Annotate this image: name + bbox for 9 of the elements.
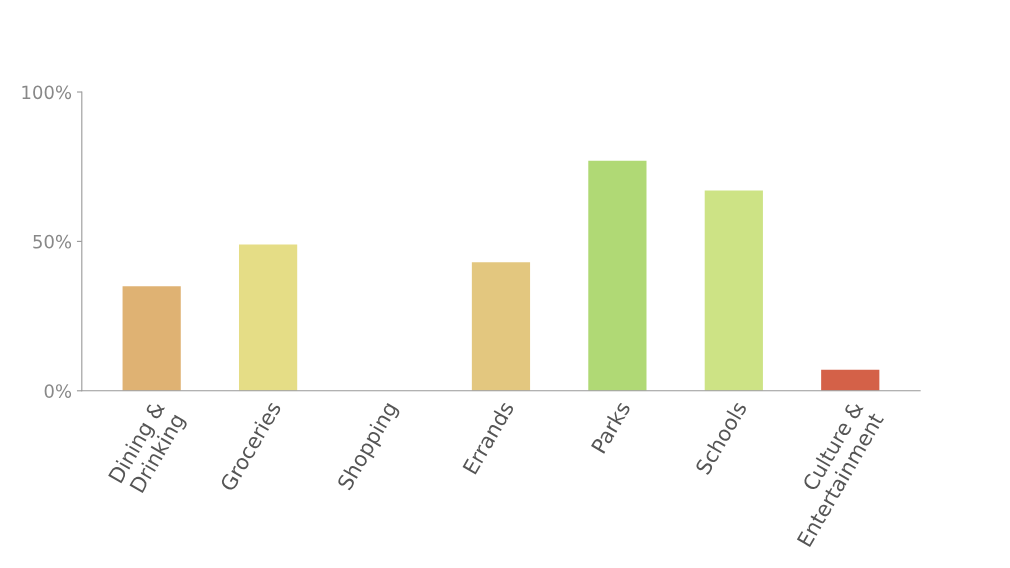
bar <box>821 369 880 391</box>
y-tick-label: 0% <box>44 384 72 398</box>
bar <box>704 190 763 391</box>
bar <box>238 244 298 391</box>
y-tick-label: 100% <box>22 85 72 100</box>
bar <box>471 262 531 391</box>
bar <box>122 286 181 391</box>
y-tick-label: 50% <box>33 234 72 249</box>
bar <box>588 160 647 391</box>
